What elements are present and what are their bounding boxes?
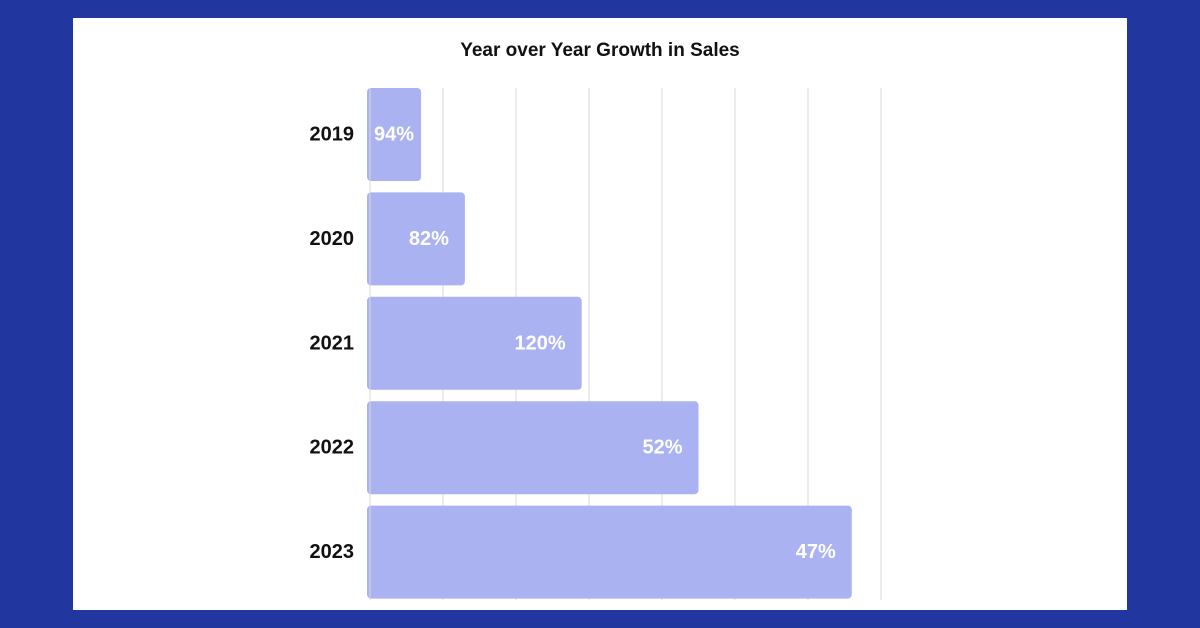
bar [367,505,852,599]
category-label: 2023 [310,541,355,563]
bar [367,88,422,181]
data-label: 94% [374,124,414,146]
data-label: 52% [642,437,682,459]
bar [367,401,699,495]
chart-title: Year over Year Growth in Sales [460,40,740,61]
category-label: 2022 [310,437,355,459]
chart-card: Year over Year Growth in Sales 2019 94% 20… [73,18,1127,610]
data-label: 47% [796,541,836,563]
category-label: 2020 [310,228,355,250]
bar-chart: 2019 94% 2020 82% 2021 120% 2022 52% 2023 47% [310,88,882,600]
data-label: 120% [515,332,566,354]
bar [367,296,582,390]
data-label: 82% [409,228,449,250]
category-label: 2019 [310,124,355,146]
bar [367,192,465,286]
category-label: 2021 [310,332,355,354]
